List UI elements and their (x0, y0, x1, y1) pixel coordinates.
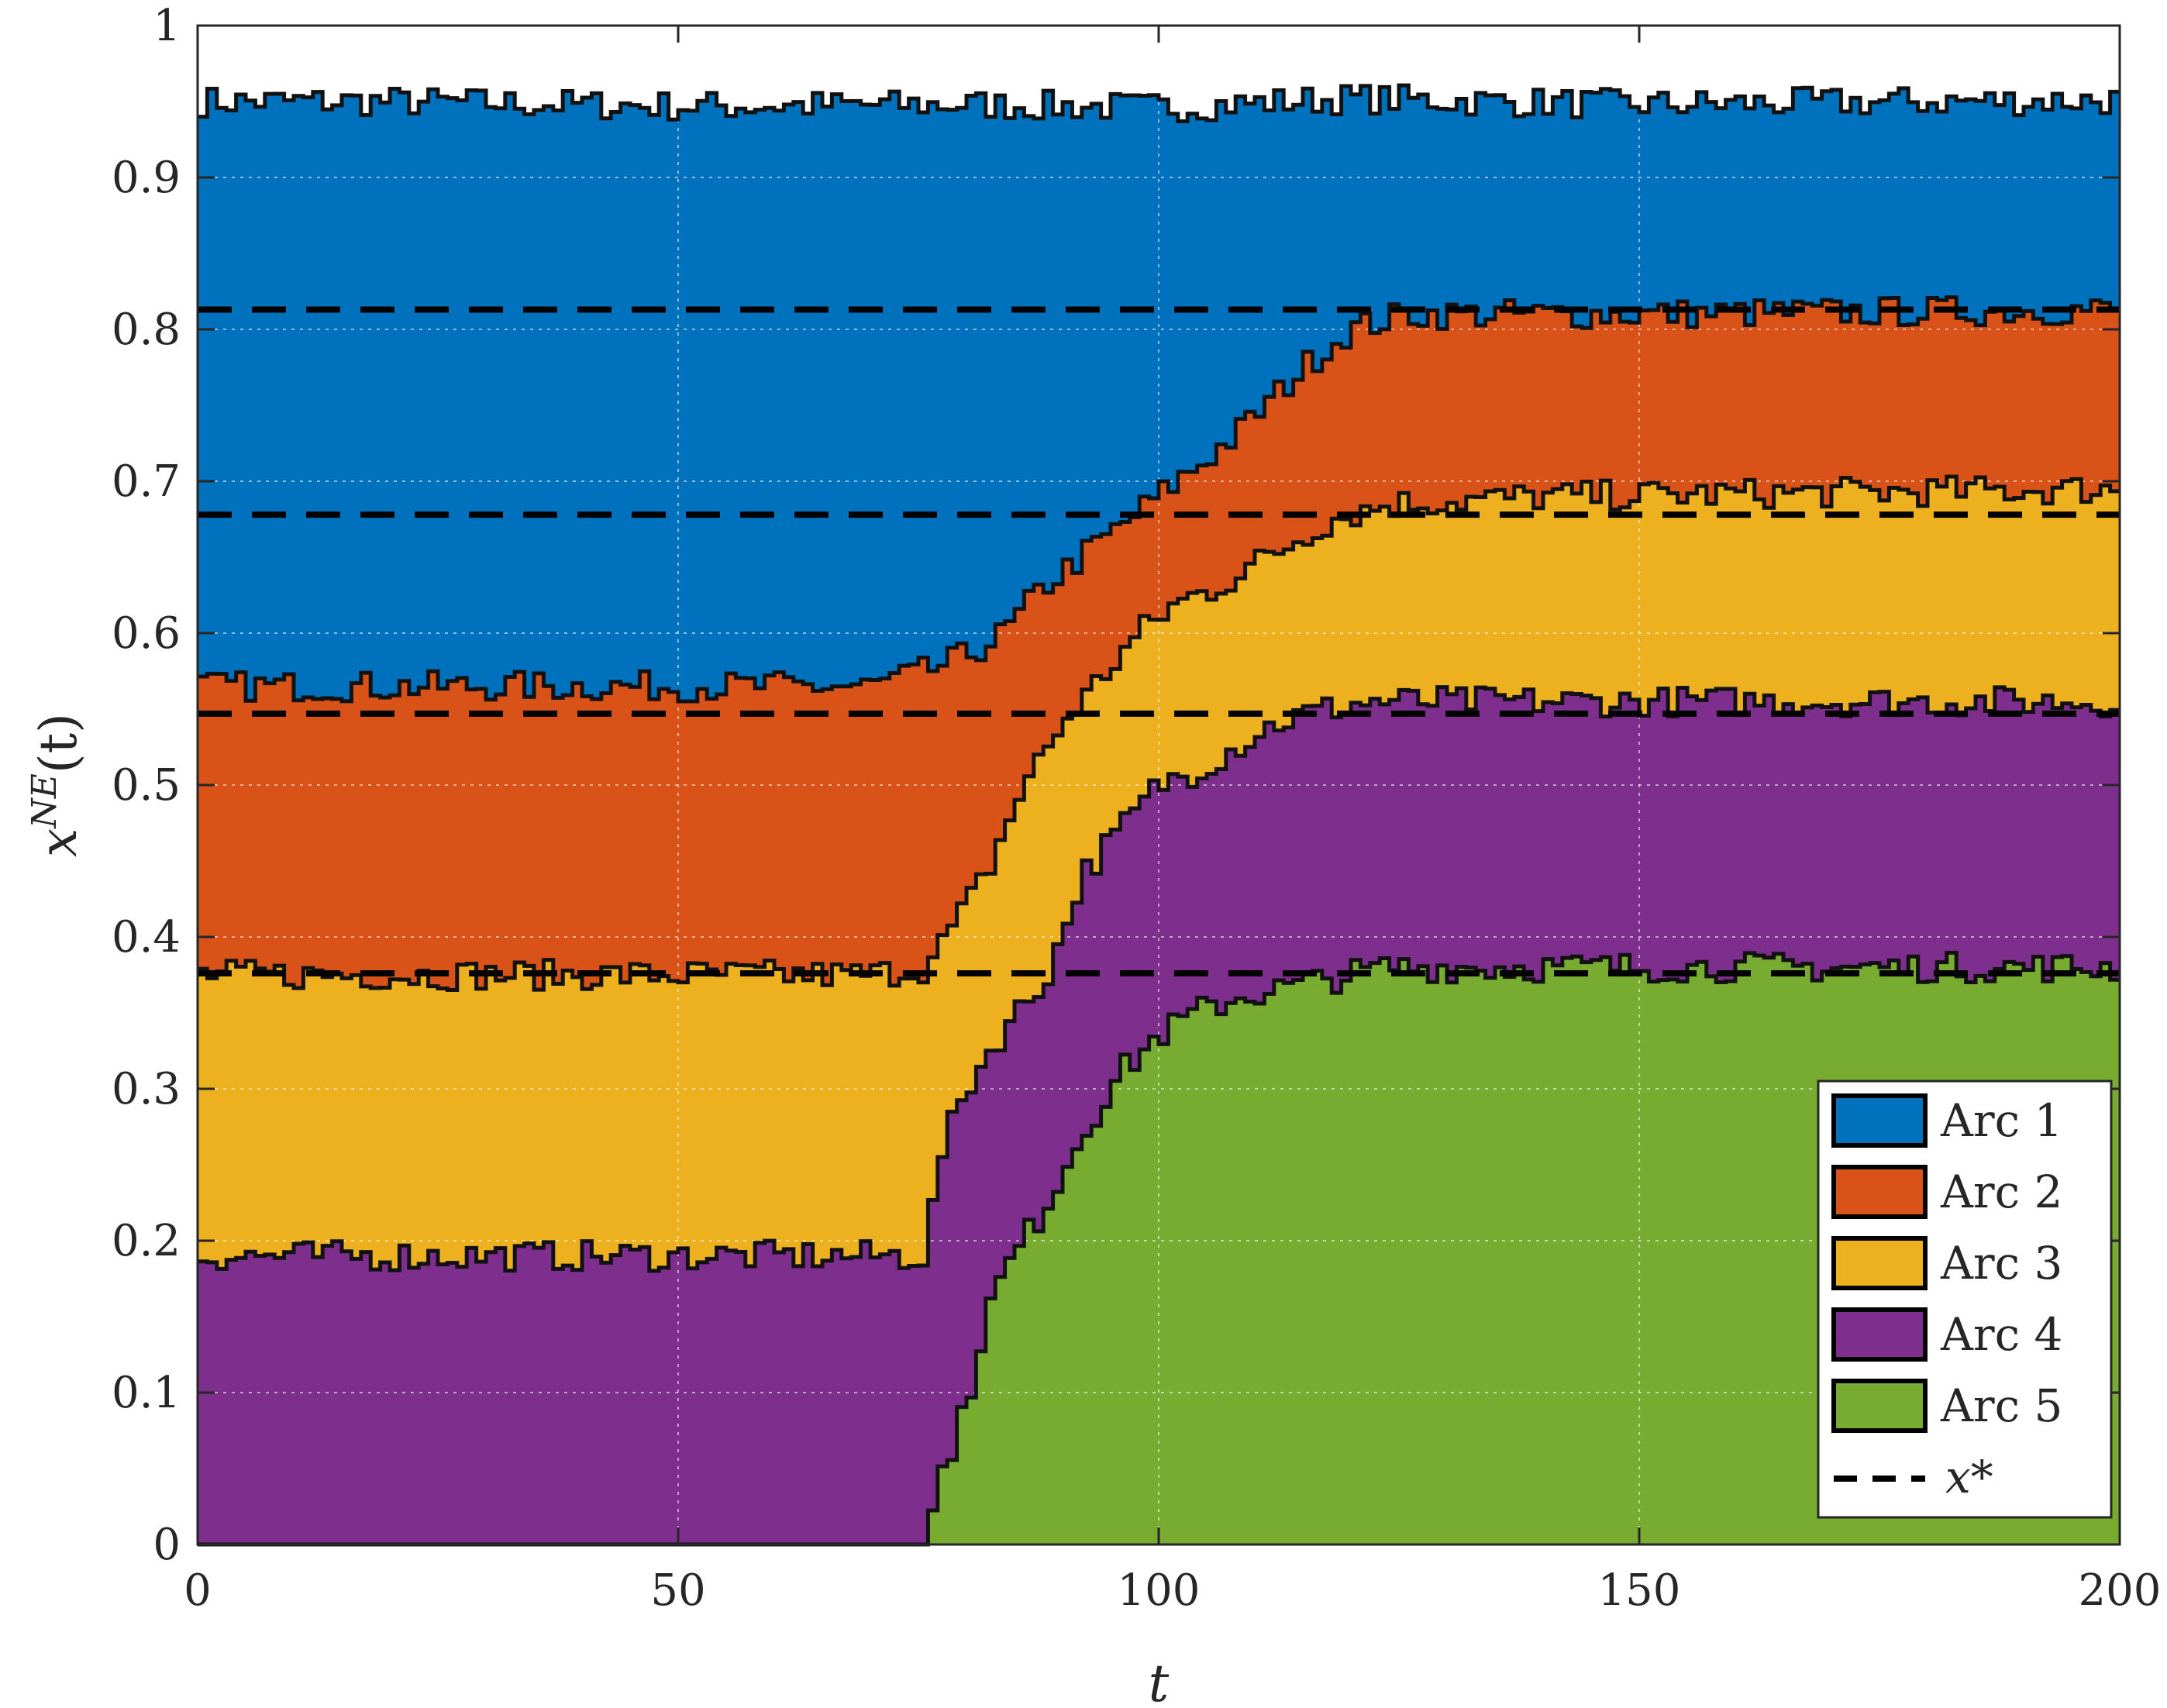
legend-label: Arc 5 (1940, 1379, 2062, 1432)
y-tick-label: 1 (153, 1, 181, 51)
edge-arc-2 (198, 295, 2120, 704)
legend-label: Arc 3 (1940, 1237, 2062, 1290)
y-axis-label-base: x (29, 828, 88, 857)
y-tick-label: 0.3 (112, 1064, 181, 1114)
y-tick-label: 0.6 (112, 608, 181, 659)
x-tick-label: 100 (1118, 1565, 1201, 1616)
x-tick-label: 50 (650, 1565, 705, 1616)
y-tick-label: 0.8 (112, 305, 181, 355)
legend-label: Arc 4 (1940, 1308, 2062, 1361)
legend-swatch (1831, 1236, 1928, 1290)
y-tick-label: 0.4 (112, 912, 181, 962)
edge-arc-1 (198, 83, 2120, 124)
y-axis-ticks: 0 0.1 0.2 0.3 0.4 0.5 0.6 0.7 0.8 0.9 1 (112, 1, 2120, 1570)
legend-label: Arc 1 (1940, 1094, 2062, 1147)
y-tick-label: 0.2 (112, 1216, 181, 1266)
y-axis-label-argument: (t) (29, 713, 88, 773)
legend-swatch (1831, 1165, 1928, 1219)
legend-swatch (1831, 1093, 1928, 1148)
legend-swatch (1831, 1379, 1928, 1433)
edge-arc-3 (198, 474, 2120, 993)
legend: Arc 1 Arc 2 Arc 3 Arc 4 Arc 5 x* (1817, 1080, 2113, 1519)
y-tick-label: 0 (153, 1520, 181, 1570)
x-star-lines (198, 306, 2120, 977)
x-tick-label: 200 (2079, 1565, 2162, 1616)
y-tick-label: 0.7 (112, 456, 181, 507)
y-tick-label: 0.9 (112, 153, 181, 203)
legend-swatch (1831, 1307, 1928, 1362)
legend-box (1817, 1080, 2113, 1519)
x-tick-label: 150 (1598, 1565, 1681, 1616)
y-tick-label: 0.1 (112, 1368, 181, 1418)
y-tick-label: 0.5 (112, 760, 181, 811)
x-axis-ticks: 0 50 100 150 200 (184, 26, 2161, 1616)
legend-label-x-star: x* (1945, 1451, 1993, 1503)
legend-label: Arc 2 (1940, 1166, 2062, 1218)
x-axis-label: t (1149, 1654, 1170, 1708)
x-tick-label: 0 (184, 1565, 212, 1616)
y-axis-label-superscript: NE (25, 773, 64, 829)
y-axis-label: xNE(t) (25, 713, 88, 857)
